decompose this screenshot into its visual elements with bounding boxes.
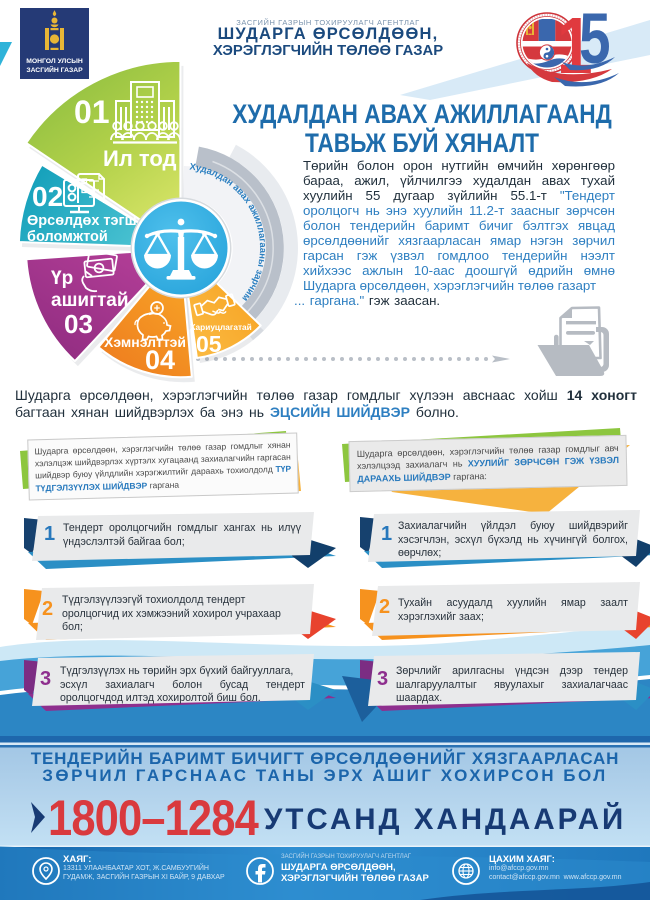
- svg-text:МОНГОЛ УЛСЫН: МОНГОЛ УЛСЫН: [26, 58, 83, 65]
- svg-text:ЗАСГИЙН ГАЗАР: ЗАСГИЙН ГАЗАР: [26, 65, 83, 74]
